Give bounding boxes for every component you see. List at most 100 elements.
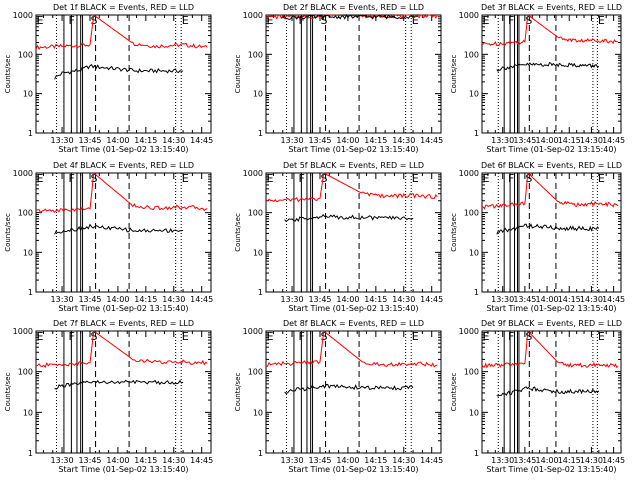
x-tick-label: 13:45 [513,136,536,145]
x-axis-label: Start Time (01-Sep-02 13:15:40) [486,465,616,474]
marker-label: F [508,330,514,343]
y-tick-label: 100 [248,209,263,218]
x-tick-label: 14:30 [392,456,415,465]
y-tick-label: 100 [248,368,263,377]
x-tick-label: 14:45 [190,295,213,304]
y-axis-label: Counts/sec [234,373,242,412]
y-tick-label: 100 [464,368,479,377]
x-tick-label: 13:45 [308,136,331,145]
series-events-black [282,13,414,21]
y-tick-label: 1 [258,129,263,138]
x-tick-label: 14:30 [580,456,603,465]
plot-frame [35,330,212,454]
y-tick-label: 1 [474,129,479,138]
y-tick-label: 1000 [459,169,479,178]
plot-frame [265,172,442,293]
x-tick-label: 14:15 [364,456,387,465]
plot-frame [265,14,442,134]
series-events-black [54,223,184,235]
x-tick-label: 14:00 [336,136,359,145]
marker-label: F [508,14,514,27]
marker-label: S [525,172,532,185]
plot-frame [265,330,442,454]
x-tick-label: 14:30 [162,136,185,145]
marker-label: E [412,330,419,343]
x-tick-label: 13:45 [78,295,101,304]
y-tick-label: 100 [248,50,263,59]
x-tick-label: 14:15 [134,136,157,145]
x-tick-label: 14:15 [134,456,157,465]
x-tick-label: 13:30 [51,456,74,465]
x-tick-label: 14:45 [602,136,625,145]
marker-label: S [90,330,97,343]
y-axis-label: Counts/sec [450,55,458,94]
x-tick-label: 14:00 [536,456,559,465]
y-tick-label: 100 [464,50,479,59]
chart-title: Det 3f BLACK = Events, RED = LLD [481,3,622,12]
x-tick-label: 14:15 [134,295,157,304]
x-tick-label: 14:15 [364,295,387,304]
plot-frame [481,172,622,293]
y-tick-label: 1 [28,129,33,138]
series-lld-red [35,330,208,369]
y-tick-label: 10 [23,248,33,257]
y-tick-label: 100 [18,368,33,377]
y-tick-label: 1000 [243,11,263,20]
y-axis-label: Counts/sec [234,55,242,94]
marker-label: E [267,14,274,27]
y-tick-label: 1 [258,288,263,297]
series-events-black [54,379,184,390]
x-axis-label: Start Time (01-Sep-02 13:15:40) [486,145,616,154]
plot-frame [35,14,212,134]
y-tick-label: 10 [253,248,263,257]
plot-frame [35,172,212,293]
marker-label: S [90,14,97,27]
x-axis-label: Start Time (01-Sep-02 13:15:40) [288,145,418,154]
marker-label: S [320,330,327,343]
x-tick-label: 13:30 [281,136,304,145]
marker-label: S [320,14,327,27]
x-axis-label: Start Time (01-Sep-02 13:15:40) [58,304,188,313]
x-tick-label: 13:30 [51,136,74,145]
x-tick-label: 14:30 [162,295,185,304]
marker-label: F [68,14,74,27]
plot-frame [481,330,622,454]
marker-label: E [483,172,490,185]
x-tick-label: 14:00 [536,295,559,304]
x-tick-label: 13:45 [308,295,331,304]
series-lld-red [481,329,619,369]
y-tick-label: 1 [474,288,479,297]
chart-title: Det 9f BLACK = Events, RED = LLD [481,319,622,328]
y-axis-label: Counts/sec [4,213,12,252]
marker-label: F [68,172,74,185]
x-axis-label: Start Time (01-Sep-02 13:15:40) [288,304,418,313]
x-tick-label: 14:45 [602,295,625,304]
x-tick-label: 13:30 [491,456,514,465]
marker-label: S [525,330,532,343]
y-tick-label: 1000 [459,11,479,20]
marker-label: E [37,172,44,185]
marker-label: E [598,330,605,343]
x-tick-label: 13:30 [281,295,304,304]
panel-1: Det 1f BLACK = Events, RED = LLD 1 10 100 10… [4,3,213,154]
chart-title: Det 4f BLACK = Events, RED = LLD [53,161,194,170]
marker-label: E [412,172,419,185]
x-tick-label: 14:30 [162,456,185,465]
x-axis-label: Start Time (01-Sep-02 13:15:40) [58,145,188,154]
x-tick-label: 13:30 [491,136,514,145]
marker-label: E [37,14,44,27]
x-axis-label: Start Time (01-Sep-02 13:15:40) [486,304,616,313]
chart-title: Det 2f BLACK = Events, RED = LLD [283,3,424,12]
y-tick-label: 10 [469,90,479,99]
x-tick-label: 14:00 [106,456,129,465]
y-tick-label: 10 [253,90,263,99]
x-tick-label: 14:00 [336,295,359,304]
marker-label: F [298,14,304,27]
x-tick-label: 13:30 [491,295,514,304]
series-events-black [496,61,600,72]
y-tick-label: 1 [258,449,263,458]
x-tick-label: 14:15 [558,295,581,304]
x-tick-label: 13:30 [281,456,304,465]
chart-title: Det 5f BLACK = Events, RED = LLD [283,161,424,170]
x-tick-label: 14:15 [364,136,387,145]
